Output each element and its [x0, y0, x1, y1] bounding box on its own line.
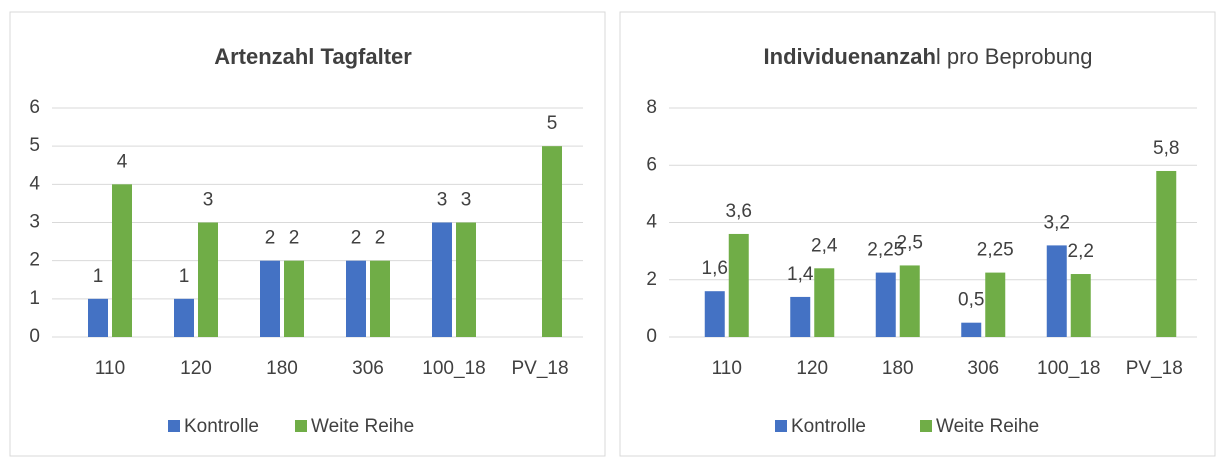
chart-frame	[619, 11, 1216, 457]
bar	[1046, 245, 1067, 337]
data-label: 1	[179, 266, 190, 287]
data-label: 3,2	[1044, 212, 1070, 233]
y-tick-label: 3	[29, 212, 40, 233]
legend-label: Weite Reihe	[936, 416, 1039, 437]
chart-frame	[9, 11, 606, 457]
x-tick-label: PV_18	[511, 358, 568, 379]
legend-label: Kontrolle	[184, 416, 259, 437]
y-tick-label: 0	[29, 326, 40, 347]
data-label: 2,25	[977, 240, 1014, 261]
data-label: 0,5	[958, 290, 984, 311]
y-tick-label: 5	[29, 135, 40, 156]
chart-title: Artenzahl Tagfalter	[214, 44, 412, 69]
bar	[456, 222, 476, 337]
data-label: 3,6	[726, 201, 752, 222]
x-tick-label: 180	[266, 358, 298, 379]
bar	[961, 322, 982, 337]
bar	[814, 268, 835, 337]
data-label: 2	[375, 228, 386, 249]
bar	[284, 260, 304, 337]
y-tick-label: 6	[29, 97, 40, 118]
y-tick-label: 8	[646, 97, 657, 118]
bar	[704, 291, 725, 337]
bar	[1070, 274, 1091, 337]
data-label: 1	[93, 266, 104, 287]
bar	[174, 298, 194, 337]
bar	[728, 233, 749, 337]
chart-title: Individuenanzahl pro Beprobung	[764, 44, 1093, 69]
y-tick-label: 6	[646, 154, 657, 175]
data-label: 2,5	[897, 232, 923, 253]
y-tick-label: 0	[646, 326, 657, 347]
bar	[370, 260, 390, 337]
legend-swatch	[295, 420, 307, 432]
bar	[899, 265, 920, 337]
bar	[985, 272, 1006, 337]
title-part: Individuenanzah	[764, 44, 936, 69]
data-label: 2	[289, 228, 300, 249]
data-label: 5	[547, 113, 558, 134]
data-label: 5,8	[1153, 138, 1179, 159]
x-tick-label: 120	[180, 358, 212, 379]
y-tick-label: 2	[29, 250, 40, 271]
x-tick-label: 100_18	[422, 358, 485, 379]
data-label: 3	[461, 190, 472, 211]
bar	[260, 260, 280, 337]
legend-swatch	[775, 420, 787, 432]
data-label: 2	[351, 228, 362, 249]
data-label: 2,2	[1068, 241, 1094, 262]
bar	[198, 222, 218, 337]
data-label: 2,25	[867, 240, 904, 261]
bar	[1156, 170, 1177, 337]
bar	[88, 298, 108, 337]
bar	[542, 146, 562, 337]
x-tick-label: 306	[352, 358, 384, 379]
data-label: 1,6	[702, 258, 728, 279]
y-tick-label: 2	[646, 269, 657, 290]
data-label: 4	[117, 151, 128, 172]
x-tick-label: 180	[882, 358, 914, 379]
bar	[346, 260, 366, 337]
data-label: 3	[437, 190, 448, 211]
data-label: 2	[265, 228, 276, 249]
bar	[875, 272, 896, 337]
legend-label: Kontrolle	[791, 416, 866, 437]
x-tick-label: PV_18	[1126, 358, 1183, 379]
data-label: 3	[203, 190, 214, 211]
y-tick-label: 4	[29, 173, 40, 194]
y-tick-label: 1	[29, 288, 40, 309]
bar	[790, 296, 811, 337]
legend-swatch	[168, 420, 180, 432]
x-tick-label: 100_18	[1037, 358, 1100, 379]
x-tick-label: 110	[95, 358, 125, 379]
bar	[432, 222, 452, 337]
legend-swatch	[920, 420, 932, 432]
data-label: 1,4	[787, 264, 814, 285]
title-part: Artenzahl Tagfalter	[214, 44, 412, 69]
data-label: 2,4	[811, 235, 838, 256]
bar	[112, 184, 132, 337]
legend-label: Weite Reihe	[311, 416, 414, 437]
title-part: l pro Beprobung	[936, 44, 1093, 69]
x-tick-label: 120	[796, 358, 828, 379]
y-tick-label: 4	[646, 212, 657, 233]
x-tick-label: 306	[967, 358, 999, 379]
x-tick-label: 110	[712, 358, 742, 379]
